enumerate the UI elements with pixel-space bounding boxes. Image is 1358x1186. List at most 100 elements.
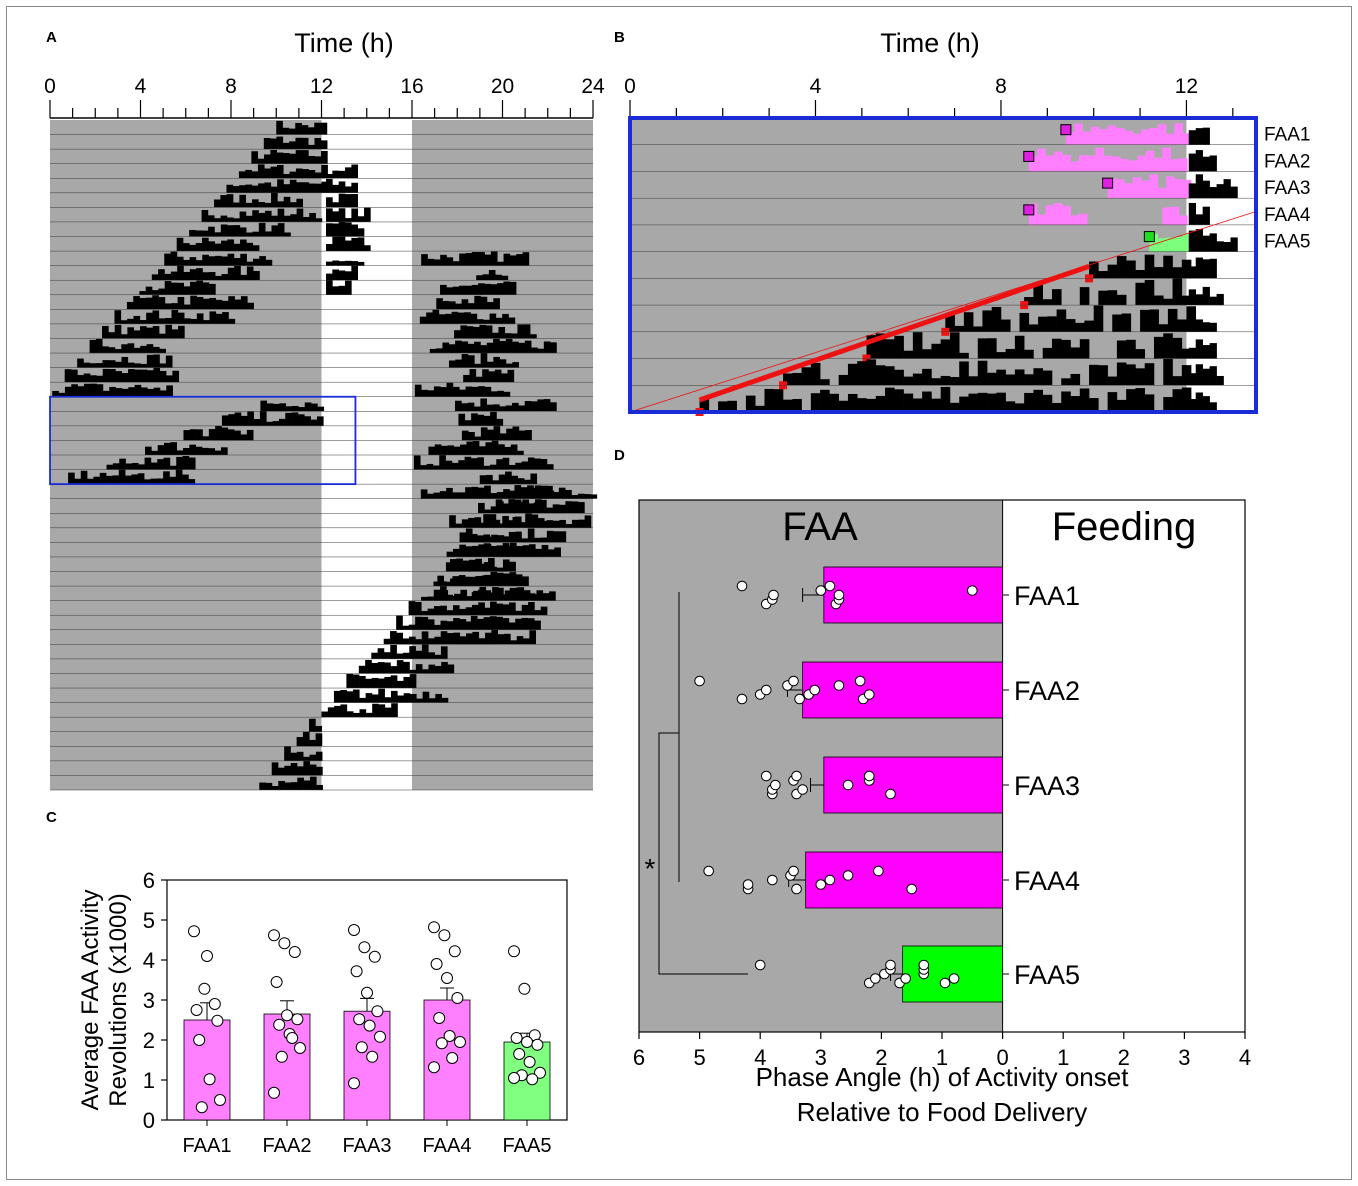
actogram-a-activity-bar	[559, 519, 566, 528]
actogram-b-activity-bar	[1107, 376, 1118, 386]
actogram-a-activity-bar	[515, 574, 523, 587]
actogram-b-faa-activity	[1112, 156, 1121, 172]
actogram-b-faa-activity	[1070, 161, 1080, 172]
actogram-a-activity-bar	[158, 288, 166, 295]
actogram-b-feeding-activity	[1202, 286, 1210, 306]
actogram-b-activity-bar	[1172, 389, 1183, 412]
actogram-a-activity-bar	[351, 194, 358, 208]
actogram-a-activity-bar	[415, 639, 423, 645]
actogram-a-activity-bar	[183, 304, 191, 310]
bar-chart-d-category-label: FAA4	[1014, 866, 1080, 896]
actogram-a-activity-bar	[465, 607, 473, 616]
actogram-a-activity-bar	[550, 402, 557, 412]
actogram-a-activity-bar	[288, 128, 296, 135]
actogram-a-activity-bar	[433, 606, 441, 616]
actogram-a-activity-bar	[503, 281, 511, 295]
actogram-a-activity-bar	[307, 127, 315, 135]
actogram-a-activity-bar	[391, 703, 398, 718]
actogram-a-activity-bar	[260, 400, 268, 412]
actogram-a-activity-bar	[146, 354, 154, 368]
actogram-a-activity-bar	[134, 363, 141, 368]
actogram-a-tick-label: 16	[400, 75, 423, 98]
actogram-b-faa-activity	[1179, 215, 1188, 225]
actogram-a-activity-bar	[127, 343, 135, 354]
actogram-a-activity-bar	[502, 515, 509, 528]
actogram-a-activity-bar	[453, 446, 461, 455]
actogram-a-activity-bar	[316, 784, 323, 790]
actogram-a-activity-bar	[96, 375, 104, 383]
actogram-a-activity-bar	[501, 373, 508, 383]
actogram-b-activity-bar	[1061, 391, 1071, 412]
actogram-b-faa-activity	[1153, 157, 1163, 172]
actogram-a-activity-bar	[415, 650, 423, 659]
actogram-a-activity-bar	[571, 495, 579, 499]
actogram-b-activity-bar	[1051, 338, 1062, 359]
actogram-a-activity-bar	[483, 415, 491, 426]
actogram-a-activity-bar	[496, 572, 504, 587]
actogram-b-feeding-activity	[1188, 311, 1197, 332]
actogram-b-activity-bar	[1084, 320, 1095, 332]
actogram-a-activity-bar	[220, 215, 228, 222]
actogram-b-activity-bar	[1112, 314, 1122, 332]
actogram-a-activity-bar	[115, 361, 122, 368]
actogram-a-activity-bar	[228, 318, 236, 324]
actogram-a-activity-bar	[434, 665, 442, 674]
actogram-b-feeding-activity	[1202, 206, 1210, 225]
actogram-a-activity-bar	[497, 261, 504, 266]
actogram-a-activity-bar	[359, 697, 366, 703]
bar-chart-d-feeding-region	[1002, 500, 1245, 1032]
actogram-a-activity-bar	[309, 212, 316, 222]
actogram-b-activity-bar	[1089, 398, 1099, 412]
actogram-a-activity-bar	[516, 636, 524, 645]
actogram-a-activity-bar	[470, 313, 478, 324]
actogram-a-activity-bar	[290, 214, 297, 222]
actogram-a-activity-bar	[498, 326, 506, 339]
actogram-a-activity-bar	[512, 516, 520, 528]
actogram-a-activity-bar	[228, 296, 235, 310]
actogram-b-feeding-activity	[1230, 237, 1238, 252]
actogram-a-activity-bar	[484, 386, 492, 397]
actogram-a-activity-bar	[479, 475, 487, 485]
actogram-b-activity-bar	[1135, 368, 1146, 386]
actogram-a-activity-bar	[283, 173, 290, 179]
actogram-a-activity-bar	[512, 362, 519, 368]
actogram-a-activity-bar	[233, 202, 240, 208]
actogram-a-activity-bar	[443, 581, 451, 587]
actogram-a-activity-bar	[321, 181, 329, 193]
actogram-a-activity-bar	[390, 644, 397, 659]
actogram-a-activity-bar	[346, 691, 354, 703]
bar-chart-d-category-label: FAA2	[1014, 676, 1080, 706]
actogram-b-activity-bar	[996, 369, 1006, 386]
actogram-a-activity-bar	[109, 369, 116, 383]
actogram-a-activity-bar	[140, 369, 148, 383]
actogram-b-feeding-activity	[1195, 392, 1203, 412]
actogram-a-activity-bar	[290, 782, 298, 790]
actogram-a-activity-bar	[151, 274, 159, 281]
actogram-a-activity-bar	[131, 462, 139, 470]
actogram-a-activity-bar	[534, 485, 542, 499]
actogram-a-activity-bar	[226, 194, 234, 208]
actogram-a-activity-bar	[221, 415, 229, 426]
actogram-b-activity-bar	[949, 402, 960, 412]
actogram-a-activity-bar	[480, 427, 488, 441]
actogram-a-activity-bar	[276, 136, 284, 150]
actogram-b-activity-bar	[1070, 373, 1081, 386]
actogram-a-activity-bar	[164, 253, 171, 266]
actogram-a-activity-bar	[434, 624, 441, 630]
actogram-b-feeding-activity	[1202, 396, 1210, 412]
actogram-a-activity-bar	[465, 253, 473, 266]
actogram-a-activity-bar	[534, 537, 541, 543]
actogram-b-faa-activity	[1157, 124, 1167, 145]
actogram-a-activity-bar	[466, 638, 473, 645]
actogram-a-activity-bar	[534, 458, 541, 470]
actogram-a-activity-bar	[140, 363, 148, 368]
actogram-a-activity-bar	[465, 528, 473, 543]
actogram-a-activity-bar	[308, 144, 315, 150]
actogram-a-activity-bar	[547, 549, 555, 557]
actogram-a-activity-bar	[273, 403, 280, 412]
actogram-a-tick-label: 24	[581, 75, 605, 98]
actogram-a-activity-bar	[540, 459, 548, 470]
bar-chart-d-data-point	[767, 874, 778, 886]
actogram-b-feeding-activity	[1209, 296, 1217, 306]
actogram-a-activity-bar	[396, 615, 403, 630]
